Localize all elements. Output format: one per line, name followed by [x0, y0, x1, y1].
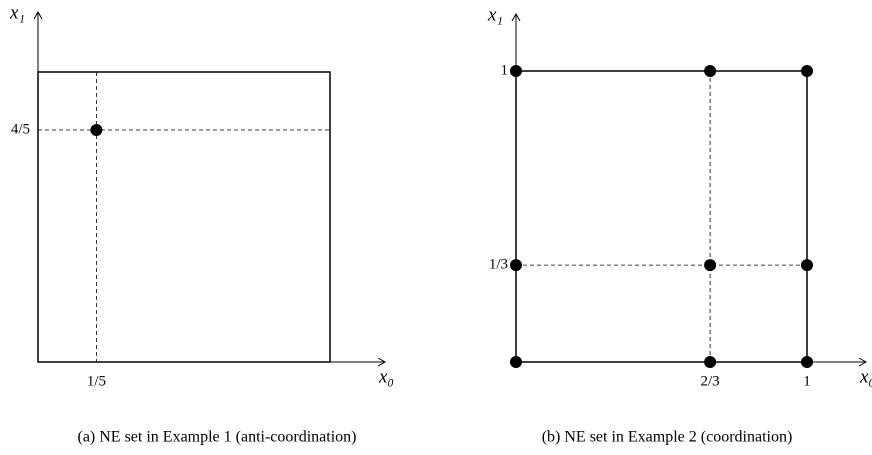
caption: (a) NE set in Example 1 (anti-coordinati… [77, 429, 356, 446]
x-tick-label: 1/5 [87, 373, 106, 389]
y-tick-label: 1/3 [489, 257, 508, 273]
ne-point [801, 356, 813, 368]
ne-point [510, 259, 522, 272]
caption: (b) NE set in Example 2 (coordination) [542, 429, 793, 446]
ne-point [510, 65, 522, 77]
y-tick-label: 1 [501, 62, 509, 78]
feasible-box [37, 71, 331, 363]
ne-point [704, 356, 717, 368]
ne-point [704, 259, 717, 272]
x-tick-label: 2/3 [701, 373, 720, 389]
ne-point [90, 124, 103, 136]
ne-point [510, 356, 522, 368]
ne-point [704, 65, 717, 77]
y-tick-label: 4/5 [11, 121, 30, 137]
x-axis-label: x₀ [378, 366, 394, 387]
x-tick-label: 1 [803, 373, 811, 389]
ne-point [801, 65, 813, 77]
y-axis-label: x₁ [487, 4, 503, 25]
x-axis-label: x₀ [859, 366, 872, 387]
ne-point [801, 259, 813, 272]
feasible-box [515, 70, 808, 363]
y-axis-label: x₁ [9, 2, 25, 23]
